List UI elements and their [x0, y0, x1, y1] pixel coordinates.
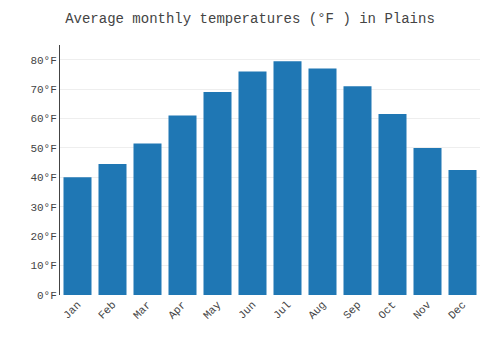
svg-text:May: May: [201, 299, 224, 322]
svg-text:70°F: 70°F: [30, 84, 56, 96]
svg-text:Sep: Sep: [341, 299, 363, 321]
svg-text:0°F: 0°F: [37, 290, 57, 302]
svg-text:40°F: 40°F: [30, 172, 56, 184]
svg-text:20°F: 20°F: [30, 231, 56, 243]
svg-text:Dec: Dec: [446, 299, 468, 321]
svg-text:Jan: Jan: [61, 299, 83, 321]
svg-text:Average monthly temperatures (: Average monthly temperatures (°F ) in Pl…: [65, 11, 435, 27]
svg-text:60°F: 60°F: [30, 113, 56, 125]
svg-text:Feb: Feb: [96, 299, 118, 321]
svg-text:Jul: Jul: [271, 299, 293, 321]
svg-text:10°F: 10°F: [30, 260, 56, 272]
svg-text:30°F: 30°F: [30, 202, 56, 214]
svg-text:50°F: 50°F: [30, 143, 56, 155]
svg-text:Aug: Aug: [306, 299, 328, 321]
svg-text:Jun: Jun: [236, 299, 258, 321]
svg-text:Oct: Oct: [376, 299, 398, 321]
svg-text:Mar: Mar: [131, 299, 153, 321]
svg-text:Apr: Apr: [166, 299, 188, 321]
svg-text:Nov: Nov: [411, 299, 434, 322]
svg-text:80°F: 80°F: [30, 55, 56, 67]
